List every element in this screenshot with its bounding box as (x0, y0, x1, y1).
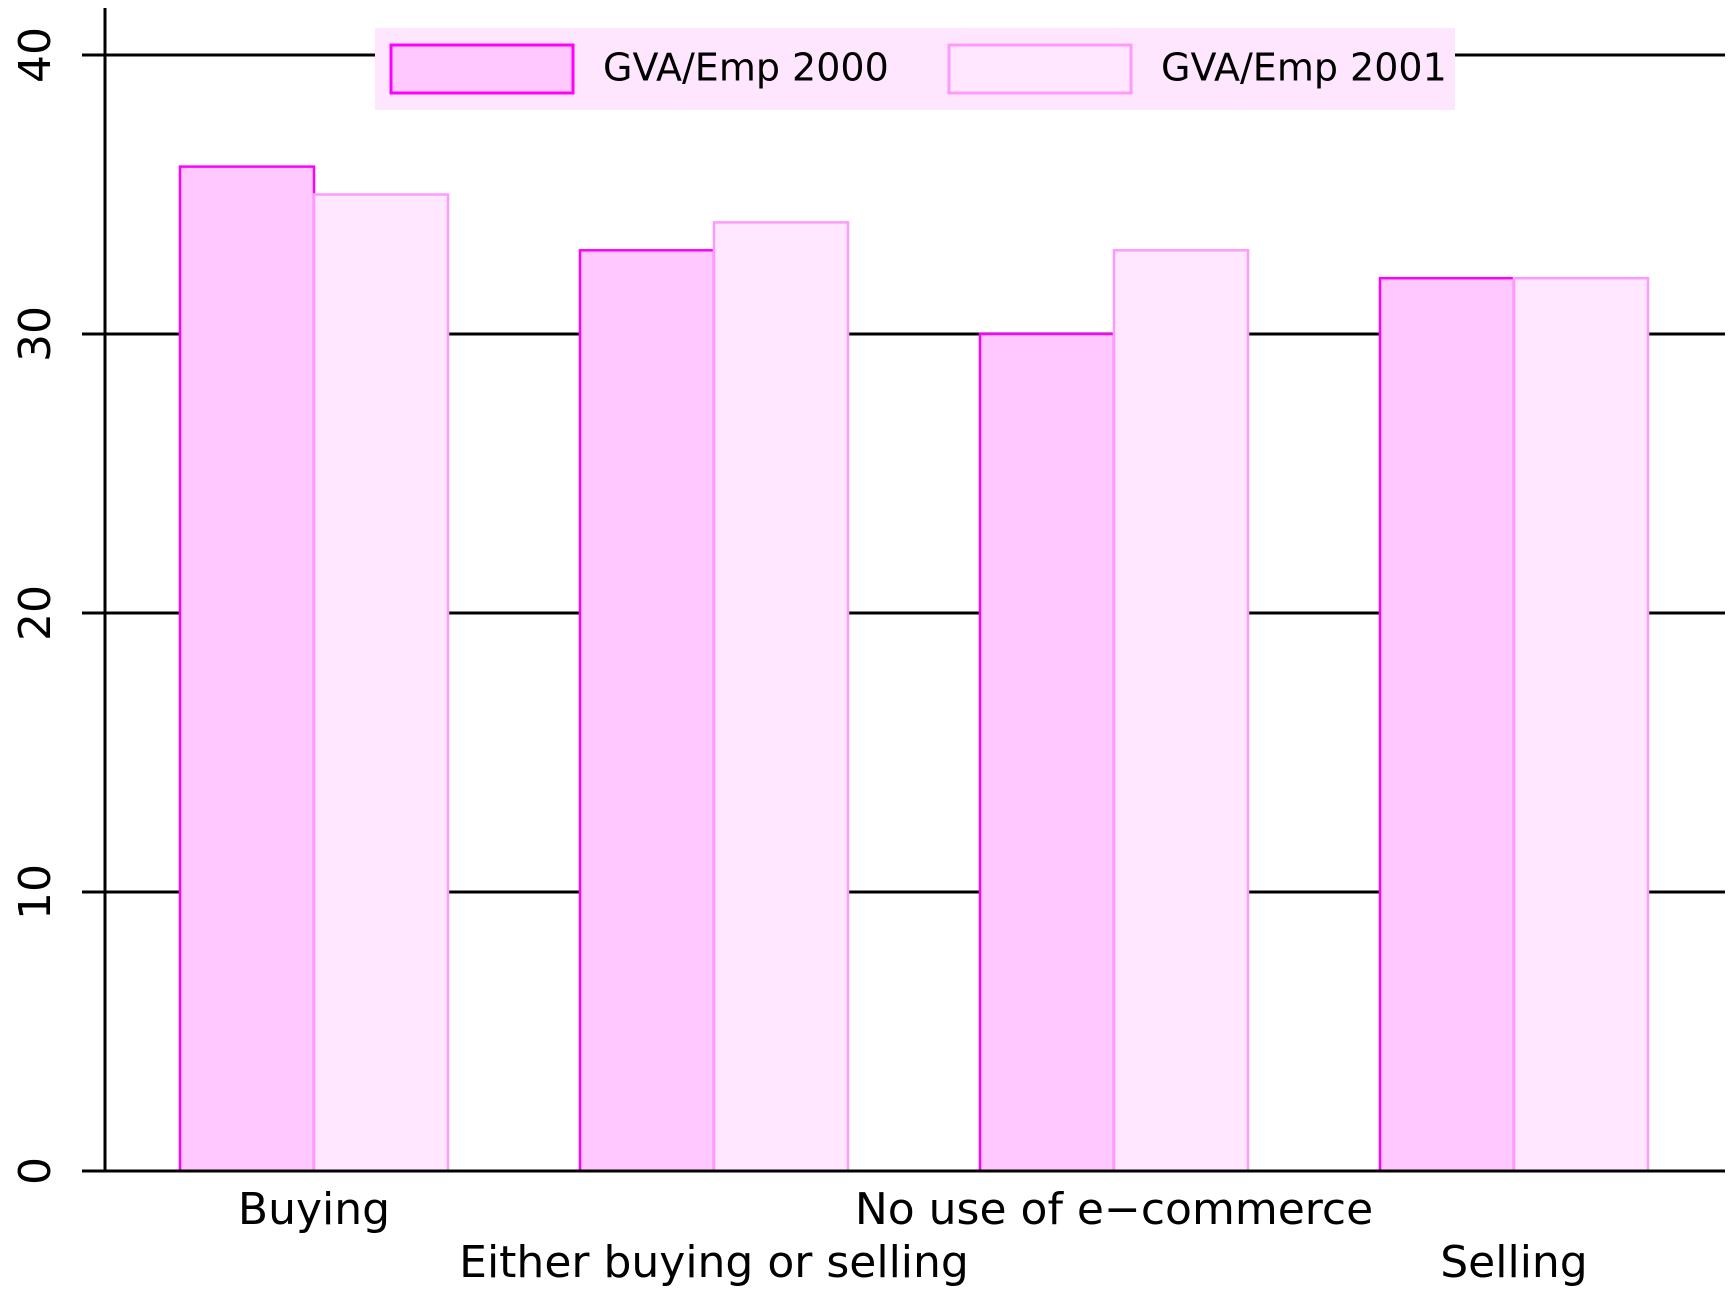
y-tick-label: 40 (10, 27, 61, 83)
legend-swatch (389, 43, 575, 95)
bar (1512, 276, 1650, 1173)
y-tick-label: 0 (10, 1157, 61, 1185)
bar (1112, 249, 1250, 1173)
bar (978, 332, 1116, 1173)
legend-swatch (947, 43, 1133, 95)
y-tick-label: 30 (10, 306, 61, 362)
x-tick-label: Either buying or selling (459, 1237, 969, 1288)
x-tick-label: Selling (1440, 1237, 1588, 1288)
bar (1378, 276, 1516, 1173)
bar (578, 249, 716, 1173)
y-tick-label: 10 (10, 864, 61, 920)
legend-label: GVA/Emp 2000 (603, 46, 889, 90)
x-tick-label: No use of e−commerce (855, 1184, 1373, 1235)
bar (712, 221, 850, 1173)
x-tick-label: Buying (238, 1184, 390, 1235)
bar (312, 193, 450, 1173)
y-tick-label: 20 (10, 585, 61, 641)
bar (178, 165, 316, 1173)
legend-label: GVA/Emp 2001 (1161, 46, 1447, 90)
